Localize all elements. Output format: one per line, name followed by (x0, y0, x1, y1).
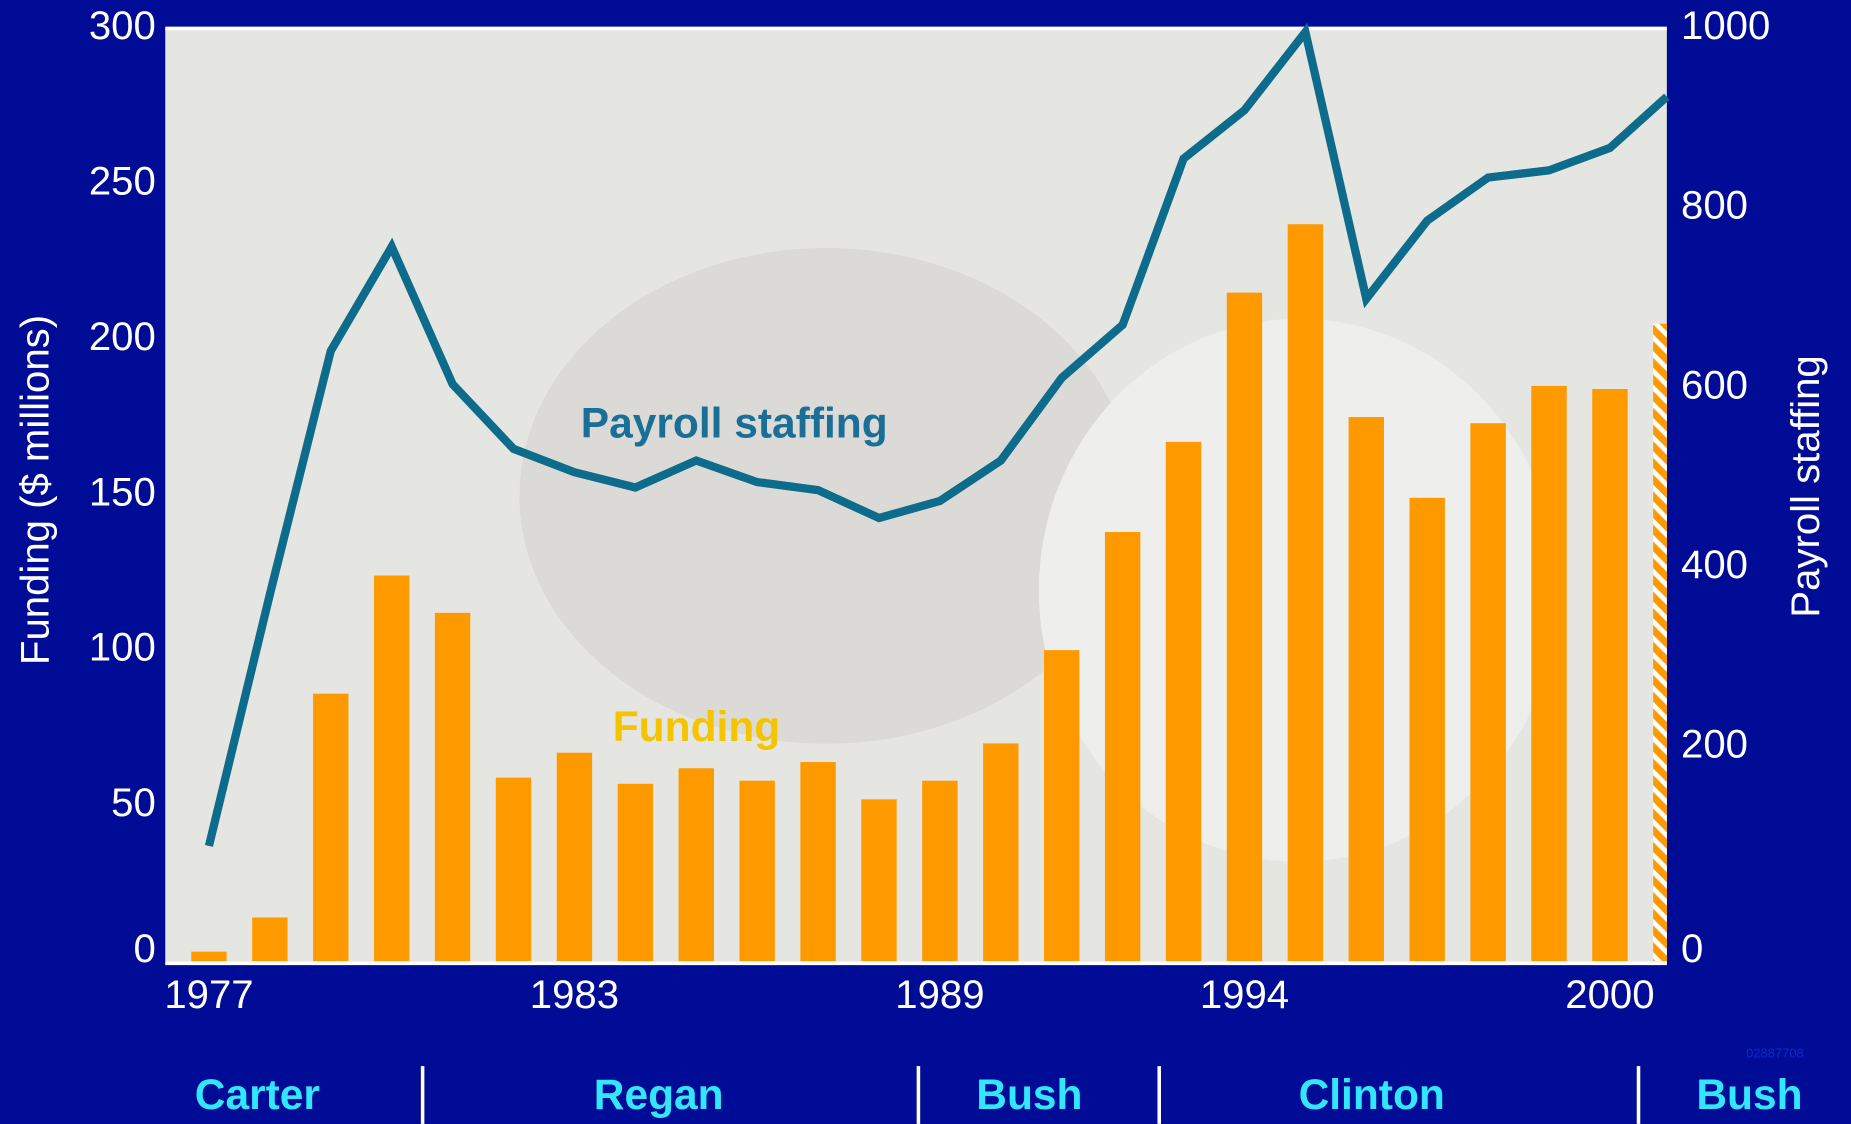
y-tick-label: 200 (89, 314, 156, 359)
line-annotation: Payroll staffing (581, 400, 888, 447)
x-tick-label: 1983 (530, 972, 619, 1017)
bar (1104, 532, 1141, 962)
bar (434, 612, 471, 962)
y2-axis-title: Payroll staffing (1783, 355, 1828, 617)
bar (1287, 224, 1324, 962)
y2-tick-label: 0 (1681, 926, 1703, 971)
bar (922, 780, 958, 962)
x-tick-label: 2000 (1565, 972, 1654, 1017)
bar (556, 752, 593, 962)
bar (678, 768, 714, 962)
president-label: Bush (1696, 1072, 1802, 1119)
president-label: Carter (195, 1072, 320, 1119)
bar (861, 799, 897, 962)
x-tick-label: 1994 (1200, 972, 1289, 1017)
x-tick-label: 1989 (895, 972, 984, 1017)
bar (1470, 423, 1506, 962)
bar (313, 693, 349, 962)
line (204, 22, 1670, 847)
y-tick-label: 50 (111, 780, 156, 825)
x-tick-label: 1977 (164, 972, 253, 1017)
president-label: Bush (976, 1072, 1082, 1119)
y-axis-title: Funding ($ millions) (12, 315, 57, 665)
bar (191, 951, 227, 962)
bar-annotation: Funding (613, 704, 781, 751)
president-label: Regan (594, 1072, 724, 1119)
y2-tick-label: 1000 (1681, 3, 1770, 48)
watermark: 02887708 (1746, 1046, 1804, 1061)
y-tick-label: 150 (89, 469, 156, 514)
bar (1653, 323, 1667, 962)
bar (373, 575, 410, 962)
bar (983, 743, 1019, 962)
bar (739, 780, 775, 962)
bar (1165, 441, 1202, 962)
bar (1044, 650, 1080, 962)
bar (1531, 385, 1567, 962)
bar (617, 783, 654, 962)
y2-tick-label: 200 (1681, 722, 1748, 767)
y2-tick-label: 600 (1681, 362, 1748, 407)
y2-tick-label: 400 (1681, 542, 1748, 587)
bar (252, 917, 288, 962)
y-tick-label: 0 (133, 926, 155, 971)
bar (1348, 416, 1385, 962)
bar (1592, 389, 1628, 962)
bar (495, 777, 532, 962)
bar (1226, 292, 1263, 962)
bar (800, 762, 836, 962)
y-tick-label: 250 (89, 158, 156, 203)
bar (1409, 497, 1445, 962)
president-label: Clinton (1299, 1072, 1445, 1119)
y2-tick-label: 800 (1681, 183, 1748, 228)
y-tick-label: 100 (89, 625, 156, 670)
y-tick-label: 300 (89, 3, 156, 48)
